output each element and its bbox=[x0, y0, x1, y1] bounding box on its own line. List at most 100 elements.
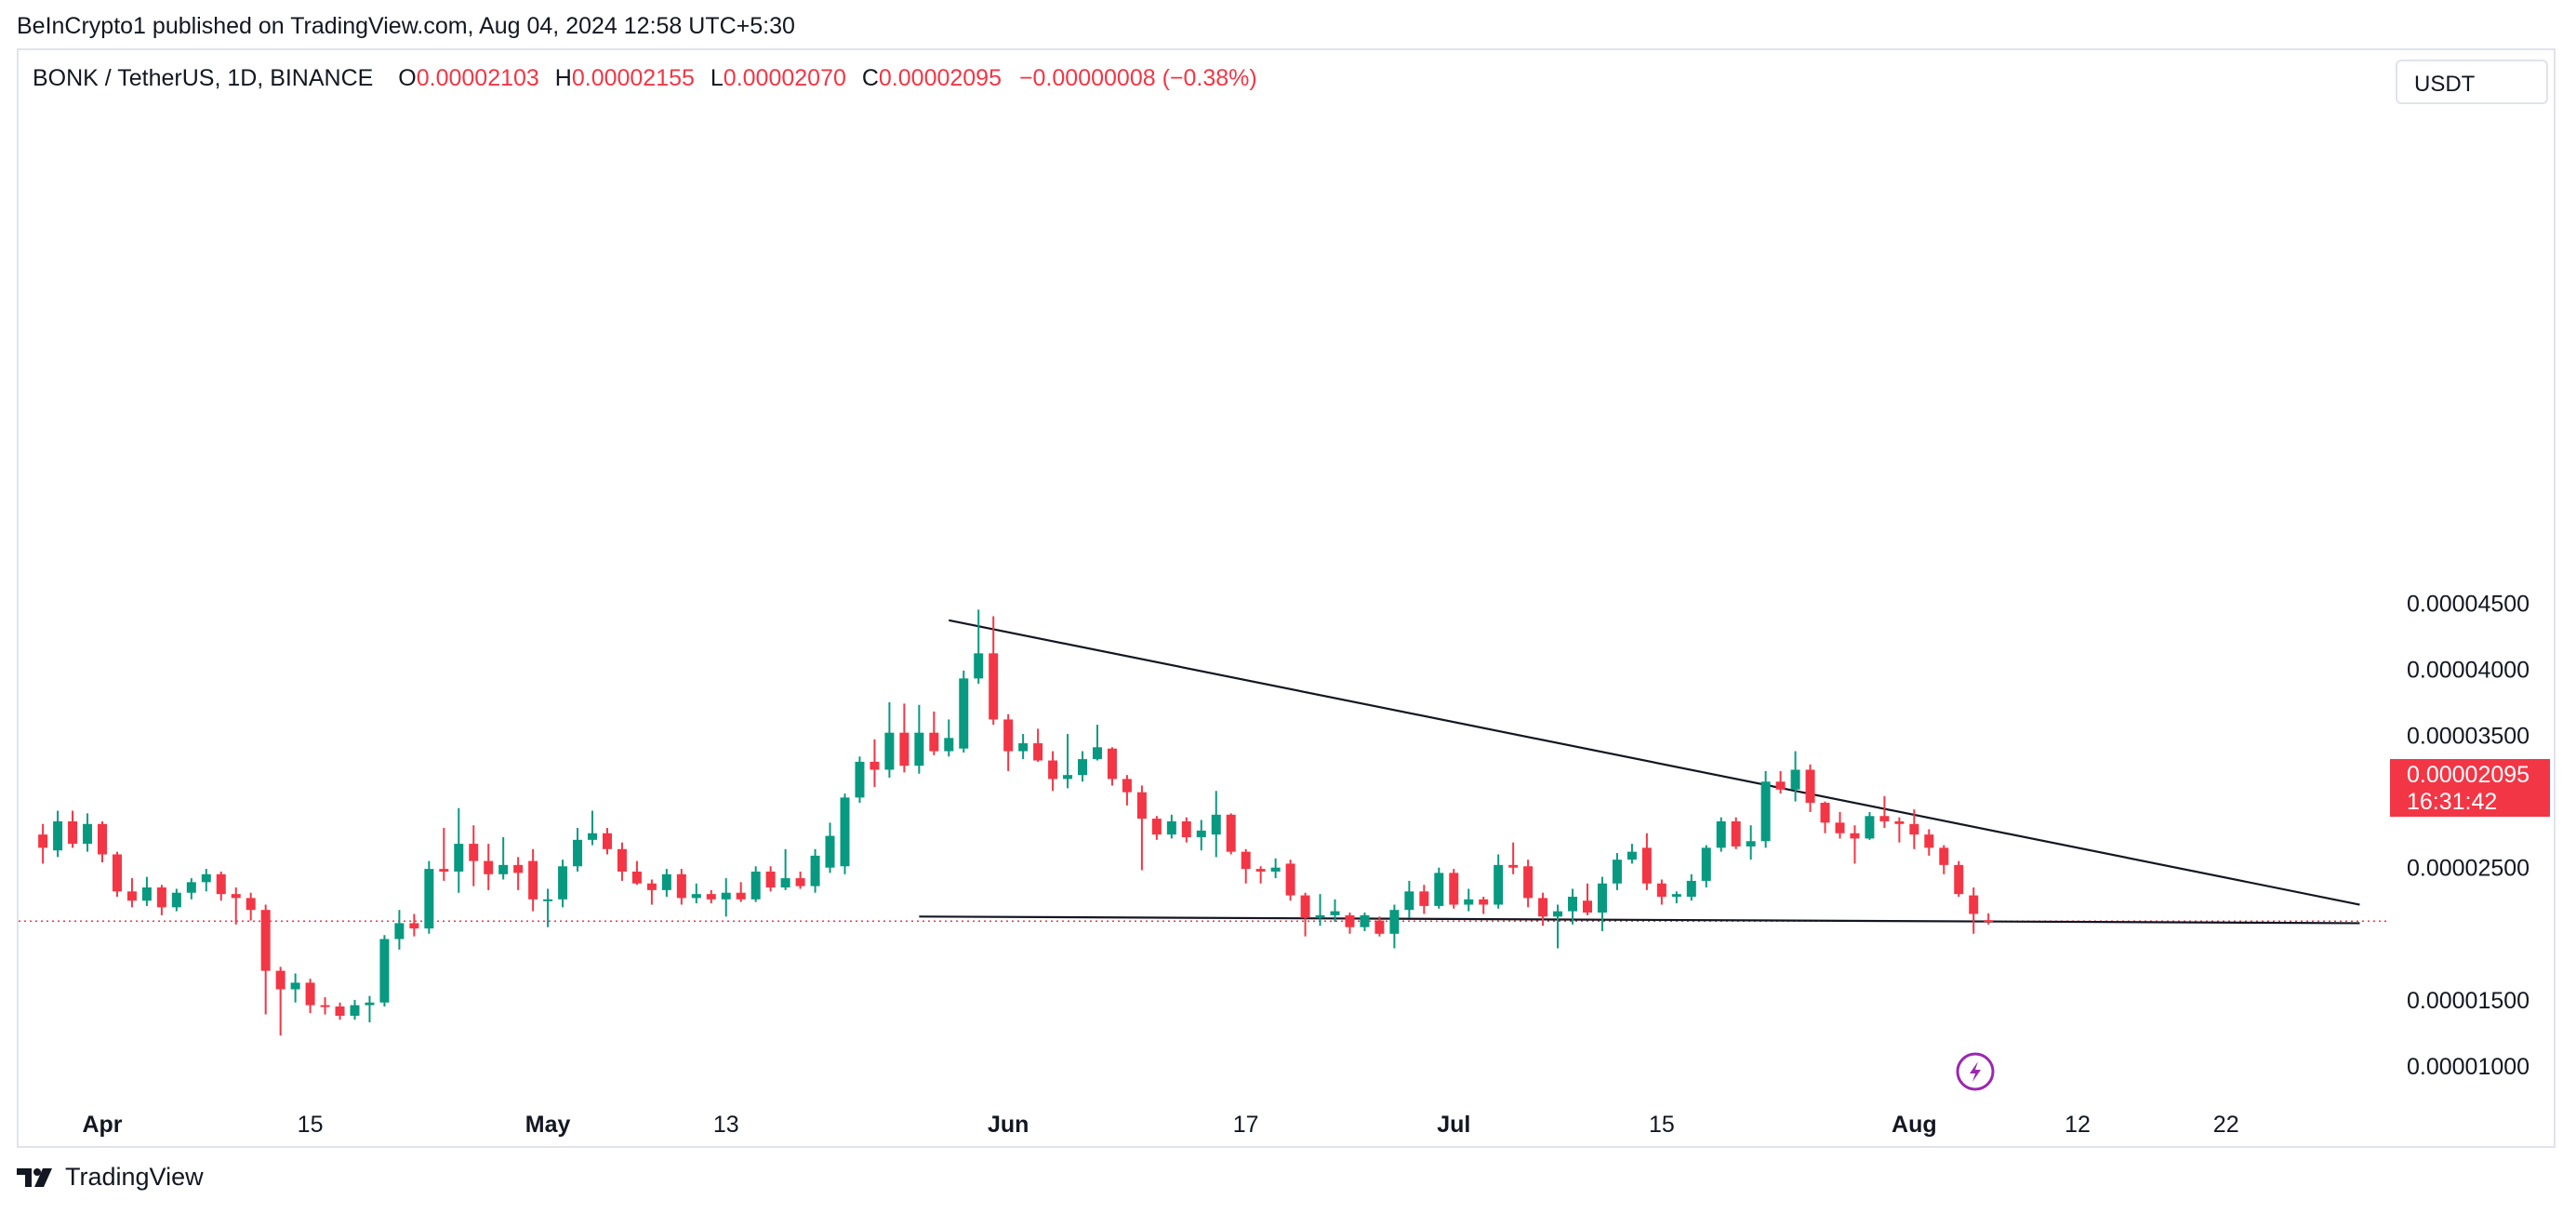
candle-body bbox=[1850, 833, 1860, 839]
candle-body bbox=[1226, 814, 1236, 852]
low-value: 0.00002070 bbox=[723, 65, 846, 91]
candle-body bbox=[1048, 760, 1058, 780]
candle-body bbox=[275, 970, 285, 990]
candle-bullish bbox=[573, 828, 583, 872]
candle-body bbox=[53, 820, 63, 851]
candle-body bbox=[1092, 747, 1102, 760]
candle-bearish bbox=[1003, 713, 1014, 771]
lightning-icon[interactable] bbox=[1956, 1052, 1995, 1091]
candle-bearish bbox=[335, 1002, 345, 1020]
candle-bullish bbox=[141, 876, 152, 906]
price-axis-label: 0.00001000 bbox=[2407, 1054, 2530, 1080]
candle-bullish bbox=[884, 701, 895, 779]
candle-body bbox=[1939, 847, 1949, 865]
candle-bullish bbox=[1686, 873, 1696, 901]
candle-body bbox=[528, 860, 538, 900]
candle-bearish bbox=[260, 904, 271, 1015]
candle-bullish bbox=[1865, 811, 1875, 840]
candle-bearish bbox=[1894, 817, 1905, 843]
candle-bearish bbox=[409, 913, 419, 937]
candle-body bbox=[394, 923, 405, 940]
candle-bearish bbox=[1033, 728, 1043, 762]
candle-bullish bbox=[1553, 904, 1563, 949]
candle-body bbox=[1181, 820, 1191, 837]
candle-bearish bbox=[1122, 775, 1132, 806]
candle-bearish bbox=[870, 739, 880, 787]
candle-body bbox=[409, 923, 419, 929]
candle-bullish bbox=[394, 910, 405, 950]
candle-bullish bbox=[1315, 894, 1325, 926]
chart-frame bbox=[17, 48, 2556, 1148]
candle-body bbox=[1270, 867, 1281, 872]
candle-bearish bbox=[126, 878, 137, 908]
candle-bullish bbox=[1092, 725, 1102, 761]
time-axis-label: 17 bbox=[1233, 1112, 1259, 1138]
candle-bullish bbox=[1404, 880, 1414, 918]
candle-body bbox=[1984, 920, 1994, 923]
candle-bearish bbox=[736, 882, 746, 902]
symbol-legend[interactable]: BONK / TetherUS, 1D, BINANCE O0.00002103… bbox=[33, 65, 1257, 92]
candle-body bbox=[929, 732, 939, 752]
candle-body bbox=[1464, 899, 1474, 905]
candle-bearish bbox=[1508, 842, 1519, 874]
candle-bullish bbox=[1760, 770, 1771, 848]
candle-bearish bbox=[617, 842, 627, 881]
candle-body bbox=[1820, 803, 1830, 823]
candle-body bbox=[1122, 779, 1132, 793]
candle-body bbox=[260, 910, 271, 971]
last-price-tag: 0.00002095 16:31:42 bbox=[2390, 759, 2550, 817]
candle-body bbox=[1033, 743, 1043, 761]
candle-body bbox=[171, 892, 181, 908]
candle-body bbox=[1285, 863, 1295, 896]
candle-body bbox=[1568, 896, 1578, 912]
candle-bullish bbox=[1196, 820, 1206, 851]
candle-bullish bbox=[825, 822, 835, 873]
candle-body bbox=[1196, 830, 1206, 837]
candle-bullish bbox=[1360, 913, 1370, 931]
candle-body bbox=[1865, 816, 1875, 839]
candle-bearish bbox=[1241, 848, 1251, 884]
candle-body bbox=[484, 860, 494, 874]
candle-body bbox=[1627, 851, 1637, 860]
candle-bullish bbox=[186, 878, 196, 900]
candle-bullish bbox=[379, 935, 390, 1007]
candle-body bbox=[543, 899, 553, 901]
time-axis[interactable]: Apr 15 May 13 Jun 17 Jul 15 Aug 12 22 bbox=[82, 1112, 2238, 1138]
time-axis-label: May bbox=[525, 1112, 571, 1138]
candle-bearish bbox=[602, 828, 612, 855]
high-label: H bbox=[554, 65, 572, 91]
candle-body bbox=[1419, 891, 1429, 906]
candle-body bbox=[1211, 814, 1221, 835]
candle-bearish bbox=[1984, 913, 1994, 925]
tradingview-logo[interactable]: TradingView bbox=[17, 1163, 204, 1192]
candle-bearish bbox=[216, 871, 226, 901]
candle-body bbox=[1760, 781, 1771, 842]
candle-bearish bbox=[1048, 751, 1058, 792]
candle-body bbox=[98, 823, 107, 855]
candle-bearish bbox=[676, 869, 686, 905]
candle-body bbox=[83, 823, 93, 845]
candle-body bbox=[573, 839, 583, 867]
candle-body bbox=[1479, 899, 1489, 905]
open-label: O bbox=[398, 65, 417, 91]
candle-bearish bbox=[1641, 833, 1652, 890]
currency-button[interactable]: USDT bbox=[2396, 60, 2548, 104]
candle-bullish bbox=[350, 999, 360, 1020]
time-axis-label: 22 bbox=[2213, 1112, 2239, 1138]
price-axis[interactable]: 0.000045000.000040000.000035000.00003000… bbox=[2407, 591, 2530, 1080]
candle-body bbox=[1879, 816, 1890, 821]
candle-bearish bbox=[1226, 813, 1236, 855]
candle-body bbox=[424, 869, 434, 929]
bar-countdown: 16:31:42 bbox=[2407, 789, 2498, 815]
candle-body bbox=[1136, 792, 1147, 820]
candle-bearish bbox=[929, 711, 939, 755]
candle-body bbox=[1508, 864, 1519, 868]
candle-body bbox=[469, 844, 479, 861]
candle-bullish bbox=[1434, 867, 1444, 909]
price-axis-label: 0.00002500 bbox=[2407, 856, 2530, 882]
tradingview-logo-icon bbox=[17, 1167, 52, 1187]
candle-bullish bbox=[201, 869, 211, 892]
candle-bullish bbox=[1671, 891, 1681, 904]
candle-body bbox=[974, 653, 984, 679]
